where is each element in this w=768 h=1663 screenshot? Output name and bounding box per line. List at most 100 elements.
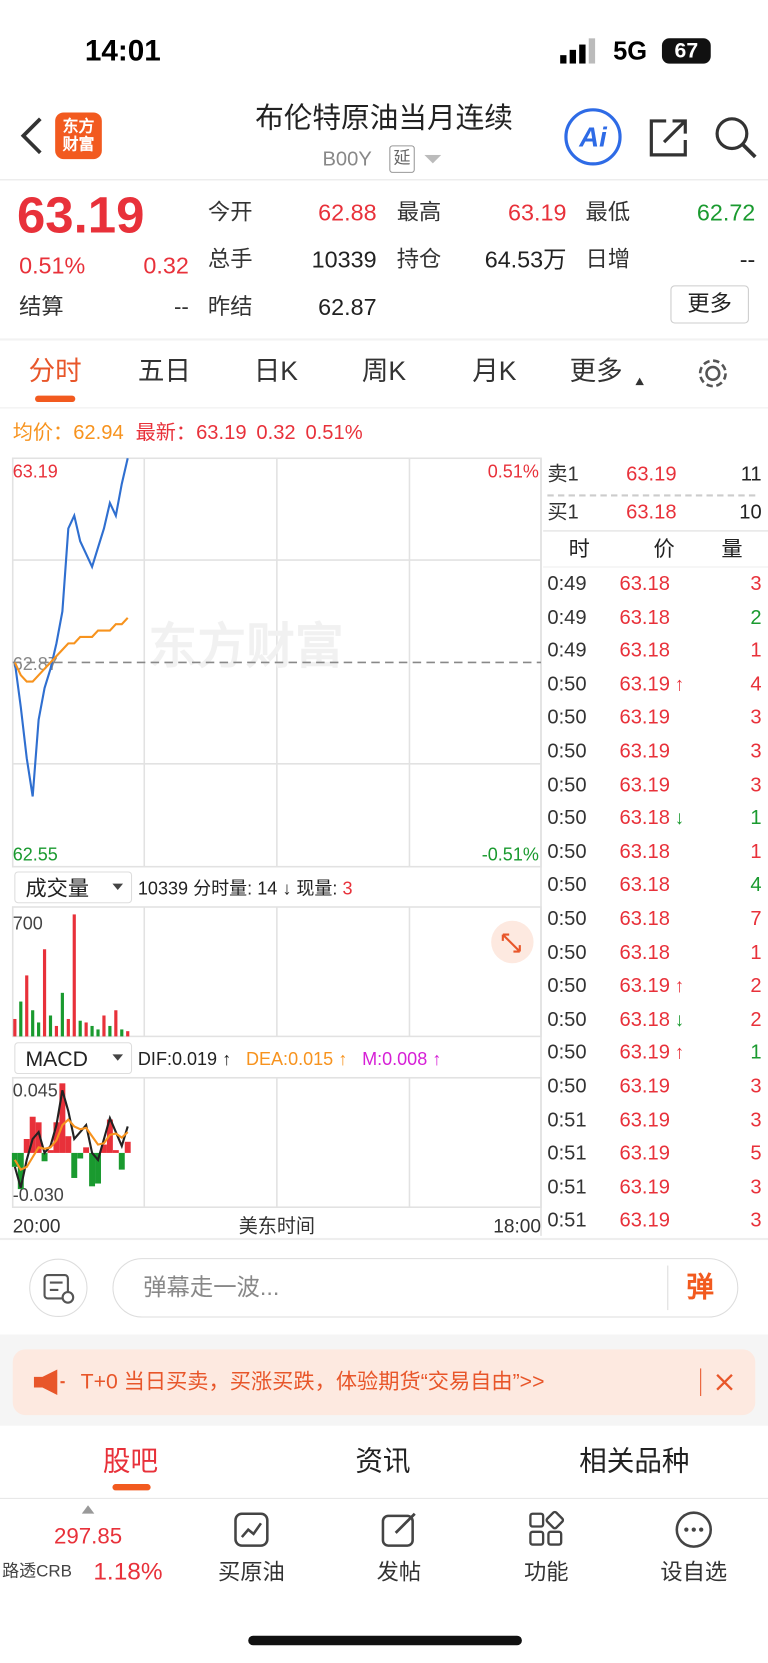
dropdown-icon[interactable] bbox=[424, 154, 442, 166]
volume-bar bbox=[54, 1025, 59, 1037]
field-label: 最高 bbox=[396, 200, 442, 225]
content-tab[interactable]: 相关品种 bbox=[579, 1444, 690, 1477]
trade-time: 0:50 bbox=[547, 874, 587, 897]
nav-icon[interactable] bbox=[527, 1510, 565, 1549]
change: 0.32 bbox=[143, 252, 189, 279]
field-value: 62.87 bbox=[318, 293, 377, 321]
nav-icon[interactable] bbox=[232, 1511, 270, 1549]
period-tab[interactable]: 月K bbox=[472, 356, 517, 387]
share-button[interactable] bbox=[645, 115, 692, 162]
trade-arrow: ↑ bbox=[674, 673, 685, 695]
nav-icon[interactable] bbox=[675, 1511, 713, 1549]
book-price: 63.18 bbox=[626, 501, 677, 525]
book-label: 卖1 bbox=[547, 463, 579, 486]
indicator-value: DIF:0.019 ↑ bbox=[137, 1049, 232, 1070]
y-tick-label: -0.030 bbox=[13, 1185, 64, 1205]
trade-volume: 2 bbox=[750, 1008, 762, 1031]
trade-volume: 3 bbox=[750, 773, 762, 797]
y-tick-label: 63.19 bbox=[13, 461, 58, 481]
nav-icon[interactable] bbox=[380, 1511, 418, 1549]
trade-price: 63.18 bbox=[619, 606, 670, 629]
tick-volume: 14 bbox=[257, 878, 278, 899]
index-name[interactable]: 路透CRB bbox=[2, 1562, 72, 1581]
network: 5G bbox=[613, 37, 648, 66]
nav-item[interactable]: 功能 bbox=[524, 1560, 569, 1585]
trade-price: 63.18 bbox=[619, 874, 670, 897]
divider bbox=[0, 1497, 768, 1499]
period-tab[interactable]: 分时 bbox=[28, 356, 82, 387]
content-tab[interactable]: 股吧 bbox=[102, 1444, 159, 1477]
instrument-code: B00Y bbox=[322, 148, 372, 171]
macd-indicators: DIF:0.019 ↑ DEA:0.015 ↑ M:0.008 ↑ bbox=[138, 1050, 456, 1068]
trade-price: 63.19 bbox=[619, 975, 670, 998]
expand-button[interactable] bbox=[491, 920, 534, 964]
ai-button[interactable]: Ai bbox=[564, 108, 622, 166]
trade-volume: 2 bbox=[750, 975, 762, 998]
nav-item[interactable]: 发帖 bbox=[376, 1560, 422, 1585]
volume-bar bbox=[126, 1031, 130, 1037]
settle-value: -- bbox=[173, 294, 189, 320]
trade-price: 63.19 bbox=[619, 706, 670, 730]
content-tab[interactable]: 资讯 bbox=[355, 1444, 411, 1477]
nav-item[interactable]: 买原油 bbox=[217, 1560, 285, 1585]
more-button[interactable]: 更多 bbox=[670, 285, 749, 324]
index-pct[interactable]: 1.18% bbox=[93, 1557, 163, 1585]
trade-time: 0:50 bbox=[547, 1042, 587, 1065]
separator bbox=[543, 566, 768, 568]
volume-bar bbox=[25, 975, 29, 1037]
danmaku-toggle[interactable] bbox=[29, 1258, 88, 1317]
book-label: 买1 bbox=[547, 501, 579, 525]
macd-bar bbox=[112, 1150, 119, 1153]
settings-button[interactable] bbox=[696, 356, 730, 390]
indicator-value: M:0.008 ↑ bbox=[362, 1049, 442, 1070]
trade-price: 63.18 bbox=[619, 908, 670, 931]
volume-bar bbox=[120, 1029, 124, 1037]
back-button[interactable] bbox=[17, 115, 49, 157]
separator bbox=[667, 1265, 669, 1311]
megaphone-icon bbox=[33, 1369, 65, 1395]
volume-selector[interactable] bbox=[14, 871, 133, 904]
promo-banner[interactable]: T+0 当日买卖，买涨买跌，体验期货“交易自由”>> bbox=[12, 1349, 756, 1416]
period-tab[interactable]: 更多 bbox=[569, 356, 623, 387]
trade-time: 0:49 bbox=[547, 606, 587, 629]
trade-volume: 4 bbox=[750, 874, 762, 897]
tick-volume-label: 分时量: bbox=[193, 878, 253, 899]
book-price: 63.19 bbox=[626, 463, 677, 486]
period-tab[interactable]: 周K bbox=[361, 356, 407, 387]
volume-bar bbox=[60, 992, 64, 1037]
volume-bar bbox=[13, 1018, 17, 1037]
search-button[interactable] bbox=[713, 115, 760, 162]
dropdown-icon bbox=[112, 883, 124, 891]
column-header: 时 bbox=[568, 537, 590, 562]
info-line: 均价：62.94 最新：63.19 0.32 0.51% bbox=[13, 423, 363, 443]
trade-price: 63.19 bbox=[619, 1176, 670, 1199]
trade-time: 0:50 bbox=[547, 1008, 587, 1031]
up-arrow bbox=[81, 1505, 95, 1514]
volume-bar bbox=[84, 1022, 88, 1037]
index-value[interactable]: 297.85 bbox=[53, 1524, 123, 1549]
trade-price: 63.19 bbox=[619, 773, 670, 797]
danmaku-button[interactable]: 弹 bbox=[686, 1270, 714, 1303]
field-value: 62.72 bbox=[696, 199, 756, 226]
volume-bar bbox=[66, 1018, 70, 1037]
comment-input[interactable]: 弹幕走一波... 弹 bbox=[112, 1258, 739, 1318]
trade-volume: 1 bbox=[750, 941, 762, 964]
macd-bar bbox=[23, 1139, 30, 1153]
indicator-selector[interactable] bbox=[14, 1042, 133, 1075]
dropdown-icon bbox=[635, 377, 644, 386]
volume-bar bbox=[31, 1010, 35, 1037]
macd-bar bbox=[11, 1152, 18, 1167]
period-tab[interactable]: 日K bbox=[253, 356, 298, 387]
volume-title: 成交量 bbox=[25, 876, 89, 900]
home-indicator bbox=[248, 1635, 522, 1646]
period-tab[interactable]: 五日 bbox=[137, 356, 191, 387]
indicator-title: MACD bbox=[25, 1048, 87, 1071]
y-tick-label: 62.55 bbox=[13, 844, 58, 864]
field-label: 昨结 bbox=[207, 294, 253, 320]
macd-bar bbox=[89, 1152, 96, 1187]
nav-item[interactable]: 设自选 bbox=[660, 1560, 728, 1585]
close-button[interactable] bbox=[715, 1373, 734, 1392]
field-label: 持仓 bbox=[396, 247, 442, 272]
volume-bar bbox=[37, 1022, 41, 1037]
